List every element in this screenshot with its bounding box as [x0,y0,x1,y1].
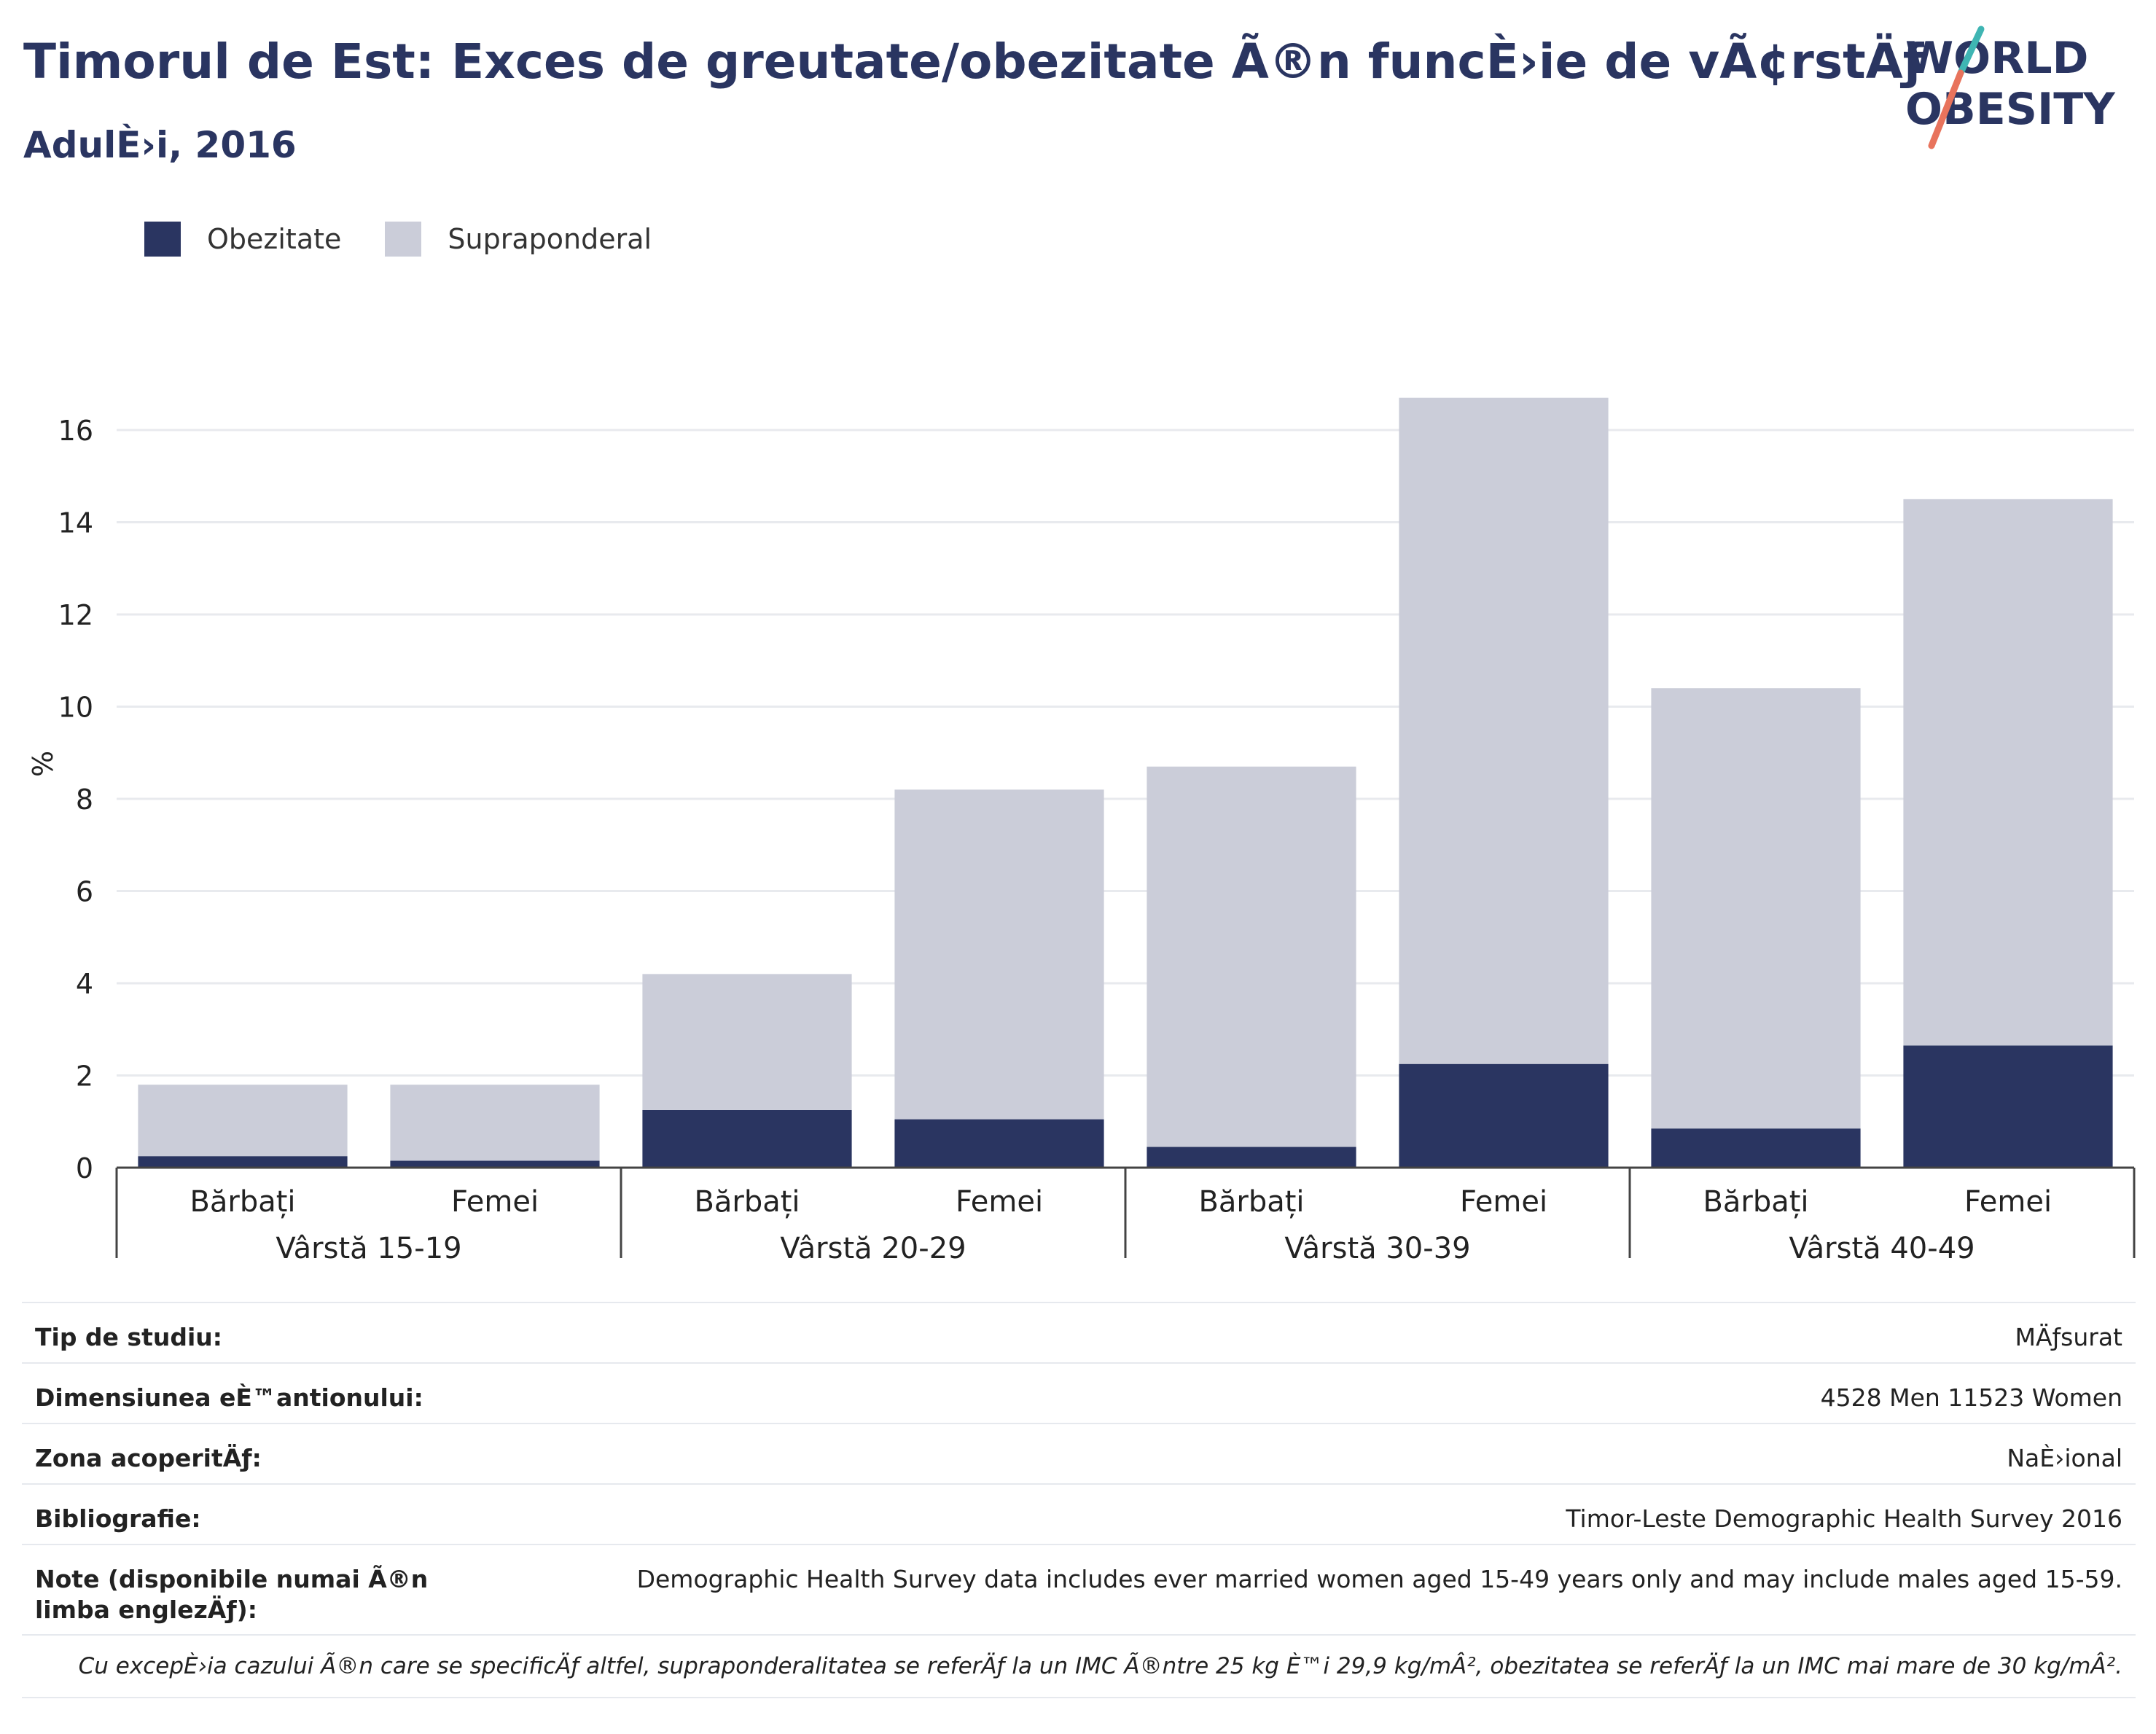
logo-slash-teal [1957,26,1985,77]
logo-slash-coral [1928,69,1964,149]
y-tick-label: 0 [76,1152,93,1184]
bar-supraponderal [1903,499,2113,1046]
y-tick-label: 10 [58,692,93,724]
footnote: Cu excepÈ›ia cazului Ã®n care se specifi… [22,1634,2136,1698]
legend-swatch [385,222,422,257]
y-tick-label: 2 [76,1061,93,1093]
bar-obezitate [1147,1147,1356,1168]
info-value: NaÈ›ional [2007,1444,2122,1472]
y-axis-label: % [27,751,59,777]
bar-obezitate [390,1160,600,1168]
info-value: Demographic Health Survey data includes … [636,1565,2122,1593]
logo-line-world: WORLD [1905,33,2088,84]
bar-obezitate [138,1156,348,1168]
info-row: Tip de studiu: MÄƒsurat [22,1302,2136,1362]
bar-supraponderal [1651,688,1861,1129]
info-label: Zona acoperitÄƒ: [35,1444,262,1472]
page-subtitle: AdulÈ›i, 2016 [23,124,297,166]
y-tick-label: 6 [76,876,93,908]
info-label: Dimensiunea eÈ™antionului: [35,1383,423,1412]
chart-legend: Obezitate Supraponderal [144,219,695,259]
bar-obezitate [1903,1045,2113,1168]
page-title: Timorul de Est: Exces de greutate/obezit… [23,34,1924,90]
x-group-label: Vârstă 40-49 [1789,1232,1975,1265]
x-category-label: Bărbați [694,1185,800,1219]
bar-supraponderal [138,1085,348,1157]
x-group-label: Vârstă 15-19 [276,1232,461,1265]
legend-label: Obezitate [207,223,342,255]
info-value: 4528 Men 11523 Women [1820,1383,2122,1412]
y-tick-label: 8 [76,784,93,816]
y-tick-label: 4 [76,968,93,1000]
legend-label: Supraponderal [448,223,652,255]
x-category-label: Bărbați [190,1185,295,1219]
y-tick-label: 14 [58,507,93,539]
bar-supraponderal [894,789,1104,1120]
stacked-bar-chart: 0 2 4 6 8 10 12 14 16% Bărbați Femei Bărbați Femei Bă… [27,397,2136,1265]
world-obesity-logo: WORLD OBESITY [1905,26,2116,149]
x-category-label: Bărbați [1198,1185,1304,1219]
info-row: Bibliografie: Timor-Leste Demographic Hea… [22,1483,2136,1544]
bar-obezitate [894,1119,1104,1168]
y-tick-label: 12 [58,599,93,631]
x-category-label: Femei [1964,1185,2052,1219]
x-category-label: Femei [1460,1185,1547,1219]
info-table: Tip de studiu: MÄƒsurat Dimensiunea eÈ™ant… [22,1302,2136,1698]
info-row: Note (disponibile numai Ã®n limba englez… [22,1544,2136,1634]
legend-item: Supraponderal [385,222,652,257]
legend-swatch [144,222,181,257]
bar-supraponderal [642,974,852,1110]
bar-supraponderal [390,1085,600,1161]
info-row: Dimensiunea eÈ™antionului: 4528 Men 11523… [22,1362,2136,1423]
bar-obezitate [642,1109,852,1168]
bar-supraponderal [1399,397,1609,1064]
legend-item: Obezitate [144,222,341,257]
x-category-label: Femei [451,1185,539,1219]
x-group-label: Vârstă 20-29 [780,1232,966,1265]
info-row: Zona acoperitÄƒ: NaÈ›ional [22,1423,2136,1483]
info-label: Note (disponibile numai Ã®n limba englez… [35,1565,429,1624]
bar-supraponderal [1147,766,1356,1147]
x-category-label: Femei [956,1185,1043,1219]
info-label: Tip de studiu: [35,1323,222,1351]
info-label: Bibliografie: [35,1504,201,1533]
info-value: Timor-Leste Demographic Health Survey 20… [1566,1504,2122,1533]
x-category-label: Bărbați [1703,1185,1808,1219]
x-group-label: Vârstă 30-39 [1284,1232,1470,1265]
info-value: MÄƒsurat [2015,1323,2122,1351]
bar-obezitate [1399,1063,1609,1168]
y-tick-label: 16 [58,415,93,447]
bar-obezitate [1651,1128,1861,1168]
